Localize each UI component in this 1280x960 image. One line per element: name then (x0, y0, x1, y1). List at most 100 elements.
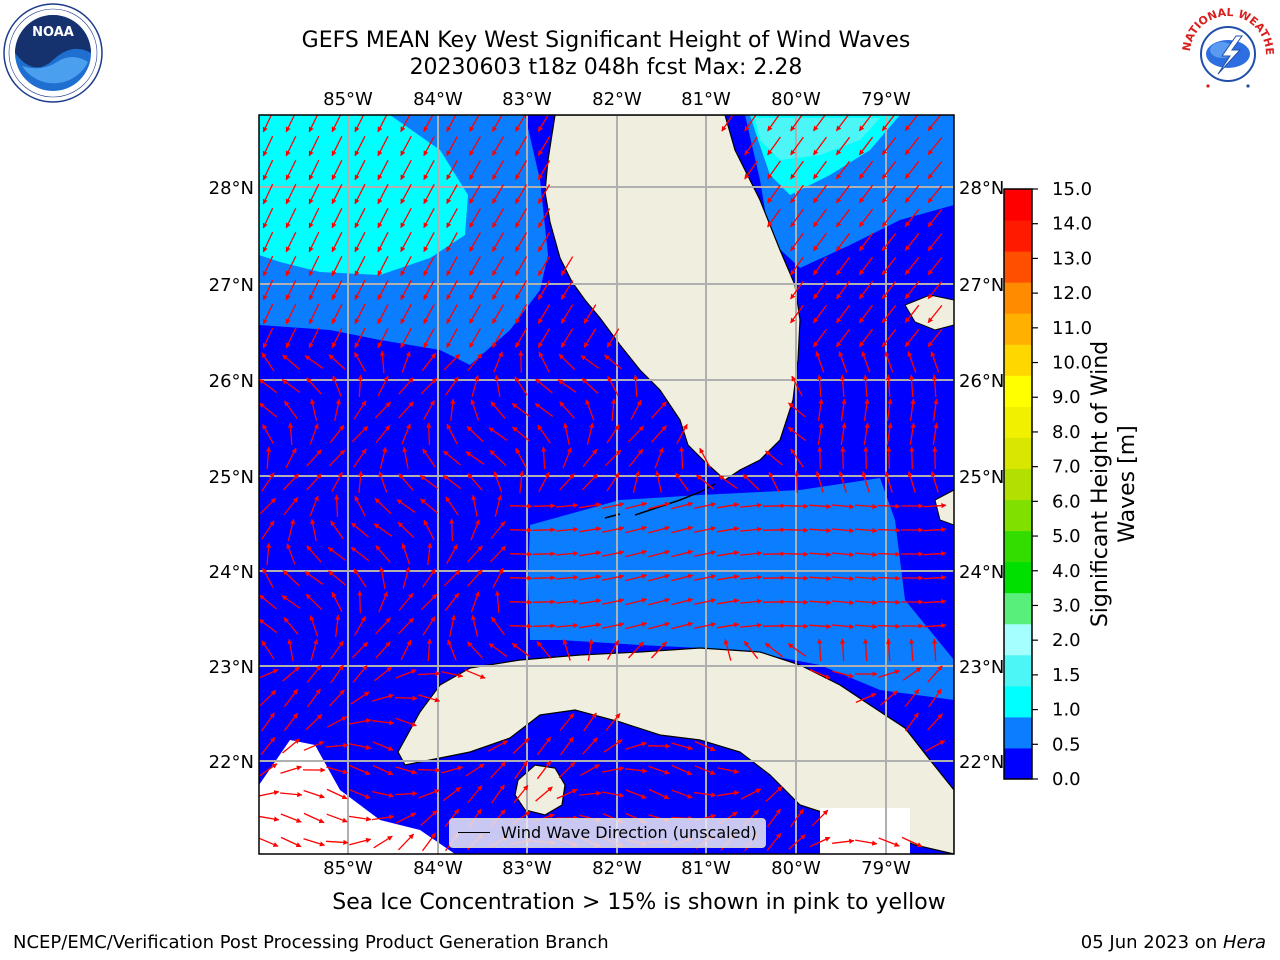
wave-direction-arrow (671, 549, 694, 558)
wave-direction-arrow (441, 765, 464, 774)
wave-direction-arrow (742, 473, 760, 491)
wave-direction-arrow (858, 184, 874, 204)
wave-direction-arrow (398, 401, 414, 419)
wave-direction-arrow (932, 638, 938, 662)
wave-direction-arrow (514, 304, 528, 324)
wave-direction-arrow (514, 256, 528, 276)
wave-direction-arrow (723, 638, 732, 661)
wave-direction-arrow (372, 764, 394, 776)
wave-direction-arrow (537, 256, 551, 276)
wave-direction-arrow (650, 641, 668, 659)
wave-direction-arrow (628, 448, 644, 468)
wave-direction-arrow (671, 573, 694, 582)
wave-direction-arrow (765, 450, 783, 466)
wave-direction-arrow (831, 575, 855, 582)
wave-direction-arrow (787, 643, 807, 657)
wave-direction-arrow (446, 232, 458, 253)
wave-direction-arrow (907, 351, 917, 373)
wave-direction-arrow (858, 208, 874, 228)
wave-direction-arrow (262, 279, 274, 301)
wave-direction-arrow (580, 764, 601, 776)
wave-direction-arrow (259, 763, 278, 777)
colorbar-band (1004, 375, 1032, 407)
wave-direction-arrow (426, 638, 432, 662)
wave-direction-arrow (426, 422, 432, 446)
wave-direction-arrow (855, 693, 877, 703)
wave-direction-arrow (762, 623, 786, 629)
wave-direction-arrow (537, 160, 551, 180)
wave-direction-arrow (262, 423, 274, 444)
nodata-southwest (259, 740, 455, 854)
wave-direction-arrow (306, 473, 322, 491)
wave-direction-arrow (808, 551, 832, 558)
lat-tick-left: 24°N (209, 562, 254, 583)
wave-direction-arrow (261, 352, 275, 372)
colorbar-band (1004, 468, 1032, 501)
wave-direction-arrow (881, 304, 897, 324)
wave-direction-arrow (491, 136, 505, 156)
wave-direction-arrow (878, 837, 900, 847)
wave-direction-arrow (305, 713, 323, 731)
wave-direction-arrow (878, 669, 900, 679)
wave-direction-arrow (514, 760, 528, 780)
wave-direction-arrow (286, 543, 296, 565)
wave-direction-arrow (511, 642, 531, 658)
wave-direction-arrow (397, 617, 415, 635)
wave-direction-arrow (930, 351, 940, 373)
wave-direction-arrow (353, 400, 367, 420)
wave-direction-arrow (420, 377, 438, 395)
wave-direction-arrow (794, 470, 800, 494)
wave-direction-arrow (907, 471, 916, 493)
wave-direction-arrow (932, 398, 939, 421)
wave-direction-arrow (767, 208, 781, 228)
wave-direction-arrow (927, 136, 943, 156)
wave-direction-arrow (358, 470, 364, 493)
wave-direction-arrow (395, 717, 417, 727)
wave-direction-arrow (536, 760, 552, 780)
lat-tick-left: 28°N (209, 178, 254, 199)
wave-direction-arrow (694, 765, 716, 775)
wave-direction-arrow (283, 496, 299, 516)
wave-direction-arrow (446, 543, 458, 564)
colorbar-ticks: 15.0 14.0 13.0 12.0 11.0 10.0 9.0 8.0 7.0 6.0 5.0 4… (1032, 179, 1092, 790)
wave-direction-arrow (397, 833, 415, 851)
colorbar-tick-label: 12.0 (1052, 283, 1092, 304)
lon-tick-top: 81°W (681, 89, 731, 110)
wave-direction-arrow (835, 160, 851, 180)
wave-direction-arrow (509, 503, 533, 509)
wave-direction-arrow (534, 402, 554, 418)
colorbar-band (1004, 747, 1032, 780)
wave-direction-arrow (886, 638, 892, 662)
wave-direction-arrow (283, 400, 299, 420)
wave-direction-arrow (560, 256, 574, 276)
wave-band-1-5-2-0-atlantic (755, 118, 880, 160)
wave-direction-arrow (603, 739, 623, 753)
wave-direction-arrow (377, 207, 389, 229)
wave-direction-arrow (259, 837, 279, 847)
wave-direction-arrow (555, 598, 579, 605)
wave-direction-arrow (877, 575, 901, 581)
lon-tick-top: 85°W (323, 89, 373, 110)
wave-direction-arrow (285, 279, 297, 301)
wave-direction-arrow (835, 208, 851, 228)
colorbar-tick-label: 14.0 (1052, 214, 1092, 235)
map-area (259, 115, 954, 854)
wave-direction-arrow (470, 399, 480, 421)
wave-direction-arrow (791, 375, 803, 397)
wave-direction-arrow (262, 231, 274, 253)
colorbar-band (1004, 313, 1032, 345)
wave-direction-arrow (443, 450, 461, 466)
wave-direction-arrow (790, 448, 804, 468)
wave-direction-arrow (287, 638, 294, 661)
wave-direction-arrow (790, 115, 803, 132)
wave-direction-arrow (557, 379, 577, 393)
wave-direction-arrow (671, 621, 694, 630)
wave-direction-arrow (353, 568, 367, 588)
wave-direction-arrow (353, 448, 367, 468)
wave-direction-arrow (441, 670, 464, 678)
wave-direction-arrow (445, 376, 459, 396)
wave-direction-arrow (308, 183, 320, 205)
lat-tick-left: 26°N (209, 371, 254, 392)
wave-direction-arrow (904, 208, 920, 228)
wave-direction-arrow (377, 159, 389, 181)
